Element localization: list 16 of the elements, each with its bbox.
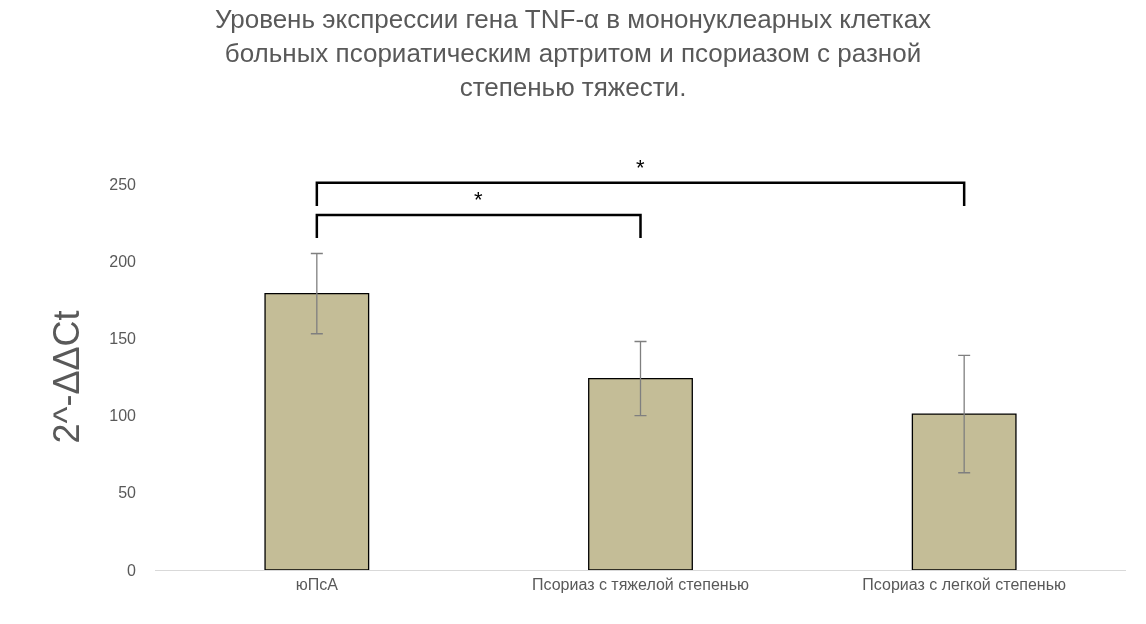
bar [264,292,370,570]
bar [588,377,693,570]
y-tick-label: 150 [109,330,137,347]
y-tick-label: 0 [127,561,137,579]
y-tick-label: 200 [109,252,137,270]
x-tick-label: юПсА [295,576,339,594]
annotation: * [474,187,483,212]
y-tick-label: 50 [118,484,137,502]
y-axis-title: 2^-ΔΔCt [46,310,88,444]
x-tick-label: Псориаз с легкой степенью [862,576,1067,594]
y-tick-label: 250 [109,175,137,193]
x-tick-label: Псориаз с тяжелой степенью [532,576,749,594]
chart-title: Уровень экспрессии гена TNF-α в мононуклеарных клетках больных псориатическим артритом и псориазом с разной степенью тяжести. [214,4,932,102]
bar [911,413,1017,570]
y-tick-label: 100 [109,407,137,425]
text: * [636,155,645,180]
